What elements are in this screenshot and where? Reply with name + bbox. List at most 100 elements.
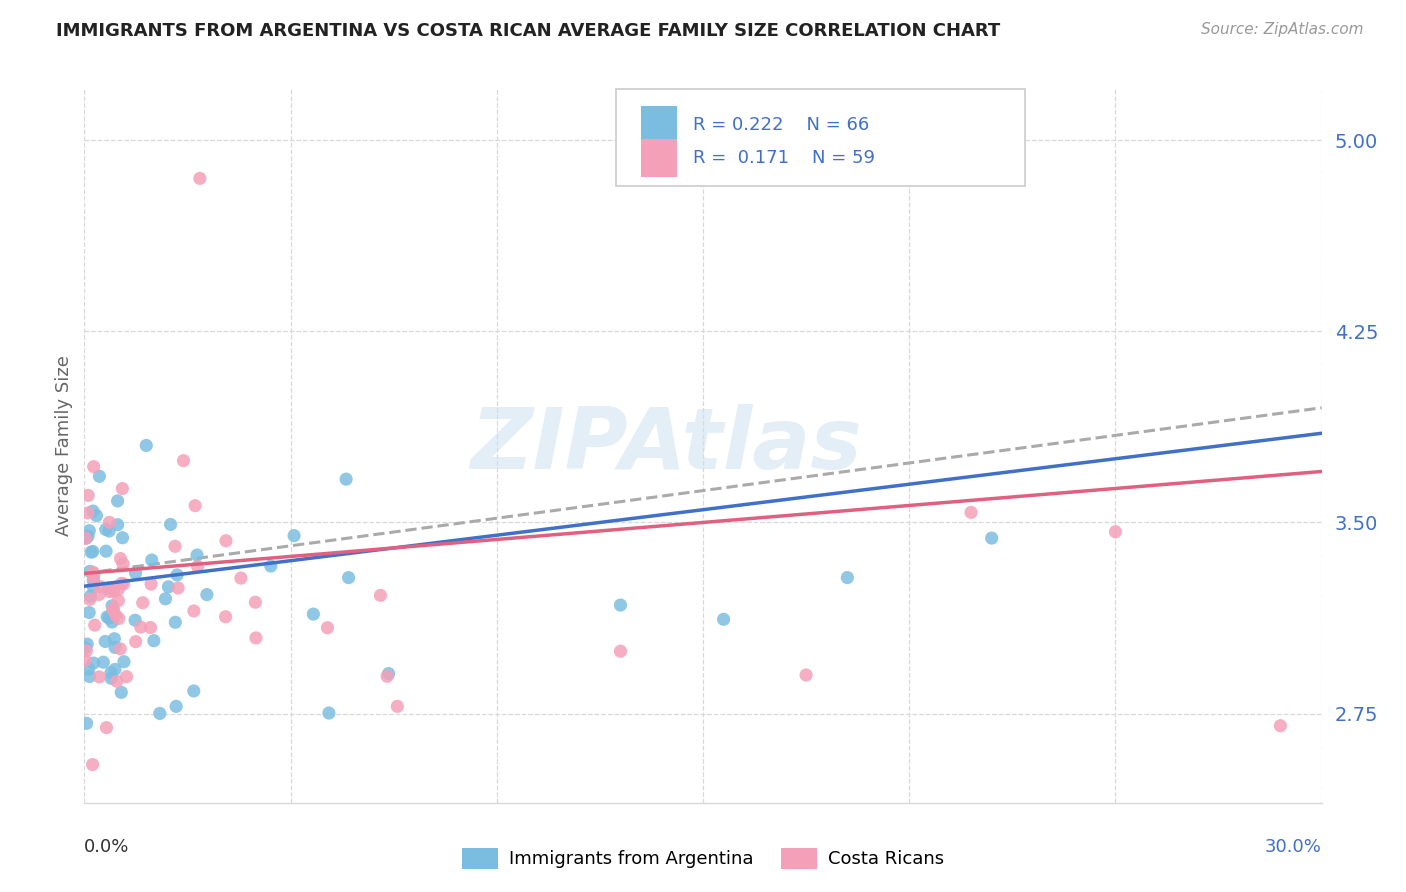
Point (157, 580, 180, 594)
Point (89, 580, 111, 594)
Point (103, 632, 125, 646)
Point (98, 581, 121, 595)
Point (163, 539, 186, 553)
Y-axis label: Average Family Size: Average Family Size (55, 356, 73, 536)
Point (183, 684, 205, 698)
Point (125, 634, 148, 648)
Point (76, 716, 98, 731)
Point (609, 598, 631, 612)
Point (837, 570, 859, 584)
Point (283, 528, 305, 542)
Point (139, 620, 162, 634)
Point (83, 567, 105, 582)
Point (94, 523, 117, 537)
Point (173, 453, 195, 467)
Point (159, 517, 181, 532)
Point (103, 602, 125, 616)
FancyBboxPatch shape (641, 106, 678, 145)
Point (80, 545, 103, 559)
Point (75, 531, 97, 545)
Point (110, 641, 132, 656)
Point (132, 596, 155, 610)
Point (229, 571, 252, 585)
Point (83, 571, 105, 585)
Point (96, 721, 118, 735)
Point (104, 640, 127, 655)
Point (101, 603, 124, 617)
Point (91, 655, 114, 669)
Point (387, 699, 409, 714)
Point (335, 472, 357, 486)
Point (103, 584, 125, 599)
Point (98, 582, 121, 596)
Point (1104, 524, 1126, 539)
Point (370, 588, 392, 602)
Point (77, 529, 100, 543)
Point (100, 665, 122, 680)
Point (73, 653, 96, 667)
FancyBboxPatch shape (616, 89, 1025, 186)
Point (142, 633, 165, 648)
Point (79, 589, 101, 603)
Point (104, 662, 127, 676)
Point (135, 438, 157, 452)
Point (82, 574, 104, 588)
Point (111, 557, 134, 571)
Point (195, 588, 218, 602)
Point (82, 757, 104, 772)
Point (112, 577, 135, 591)
Point (337, 571, 360, 585)
Point (83, 459, 105, 474)
Point (609, 644, 631, 658)
Point (77, 506, 100, 520)
Text: Source: ZipAtlas.com: Source: ZipAtlas.com (1201, 22, 1364, 37)
Point (98, 524, 121, 538)
Point (107, 593, 129, 607)
Point (1270, 719, 1292, 733)
Point (111, 482, 134, 496)
Point (107, 517, 129, 532)
Point (184, 499, 207, 513)
Point (245, 631, 267, 645)
Point (82, 580, 104, 594)
Point (86, 508, 108, 523)
Point (139, 577, 162, 591)
Text: ZIPAtlas: ZIPAtlas (470, 404, 862, 488)
Point (110, 576, 132, 591)
Point (76, 637, 98, 651)
Point (101, 599, 124, 613)
Point (96, 610, 118, 624)
Point (245, 595, 267, 609)
Point (794, 668, 817, 682)
Point (111, 531, 134, 545)
Text: 30.0%: 30.0% (1265, 838, 1322, 856)
Point (98, 516, 121, 530)
Point (188, 171, 211, 186)
Point (960, 505, 983, 519)
Point (215, 533, 238, 548)
Point (318, 706, 340, 720)
Text: R =  0.171    N = 59: R = 0.171 N = 59 (693, 149, 875, 167)
Point (124, 566, 146, 580)
Point (75, 640, 97, 655)
Point (377, 666, 399, 681)
Point (186, 548, 208, 562)
Point (166, 568, 188, 582)
Point (89, 670, 111, 684)
Point (110, 685, 132, 699)
Point (98, 611, 121, 625)
Point (260, 559, 283, 574)
Point (107, 582, 129, 597)
Point (79, 565, 101, 579)
Point (82, 565, 104, 579)
Point (129, 620, 152, 634)
Point (77, 662, 100, 676)
Point (98, 584, 121, 599)
Legend: Immigrants from Argentina, Costa Ricans: Immigrants from Argentina, Costa Ricans (456, 840, 950, 876)
Point (82, 544, 104, 558)
Point (79, 592, 101, 607)
Point (141, 553, 163, 567)
Point (167, 581, 190, 595)
Point (77, 606, 100, 620)
Point (94, 634, 117, 648)
